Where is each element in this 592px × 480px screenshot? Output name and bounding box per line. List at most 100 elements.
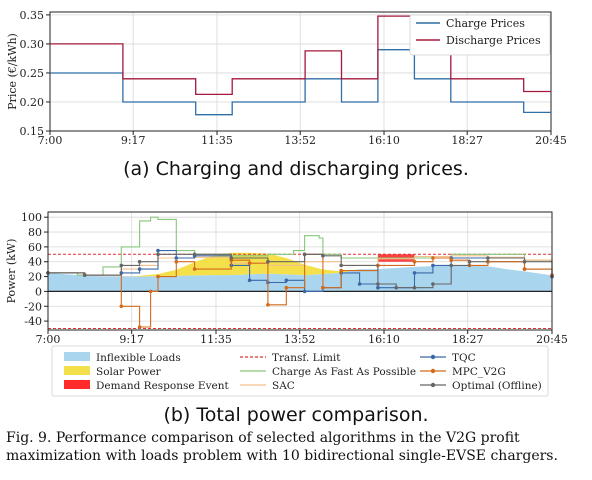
power-y-tick-label-6: 80: [28, 226, 42, 239]
power-legend-label-sac: SAC: [272, 380, 295, 392]
power-optimal-line-point-8: [302, 252, 307, 257]
power-optimal-line-point-7: [266, 259, 270, 264]
power-y-tick-label-7: 100: [21, 211, 42, 224]
price-chart: 7:00 9:17 11:35 13:52 16:10 18:27 20:45 0.150.…: [6, 9, 567, 147]
power-mpc-line-point-21: [522, 267, 527, 271]
price-x-tick-label-6: 20:45: [535, 134, 567, 147]
power-mpc-line-point-3: [137, 325, 142, 329]
power-legend-label-fast: Charge As Fast As Possible: [272, 366, 416, 378]
power-optimal-line-point-1: [82, 273, 87, 277]
price-legend: Charge Prices Discharge Prices: [409, 14, 551, 56]
power-y-tick-label-2: 0: [35, 285, 42, 298]
price-y-tick-label-3: 0.30: [20, 38, 45, 51]
caption-a: (a) Charging and discharging prices.: [123, 158, 469, 180]
price-y-tick-label-2: 0.25: [20, 67, 45, 80]
power-solar-area: [132, 252, 360, 277]
power-chart: 7:00 9:17 11:35 13:52 16:10 18:27 20:45 -40 -20…: [5, 211, 568, 397]
power-mpc-line-point-7: [192, 267, 197, 271]
power-mpc-line-point-5: [156, 274, 160, 279]
power-mpc-line-point-16: [412, 259, 417, 264]
power-legend-label-inflexible: Inflexible Loads: [96, 352, 181, 364]
power-mpc-line-point-17: [431, 256, 435, 260]
power-y-ticks: -40 -20 020 40 60 80 100: [21, 211, 48, 328]
power-mpc-line-point-10: [266, 303, 270, 307]
power-mpc-line-point-11: [284, 285, 289, 290]
power-y-tick-label-0: -40: [24, 315, 42, 328]
price-series-discharge-line: [50, 15, 551, 96]
power-mpc-line-point-4: [148, 289, 153, 294]
price-x-tick-label-4: 16:10: [368, 134, 400, 147]
power-x-tick-label-1: 9:17: [119, 333, 144, 346]
price-x-tick-label-5: 18:27: [451, 134, 483, 147]
power-optimal-line-point-4: [156, 252, 160, 257]
power-legend-label-optimal: Optimal (Offline): [452, 380, 542, 392]
power-y-axis-label: Power (kW): [5, 239, 18, 304]
price-legend-label-0: Charge Prices: [446, 17, 525, 30]
power-optimal-line-point-12: [394, 285, 399, 290]
power-series-group: [46, 216, 554, 330]
power-legend-marker-mpc: [430, 368, 436, 374]
power-x-tick-label-4: 16:10: [368, 333, 400, 346]
power-x-tick-label-3: 13:52: [284, 333, 316, 346]
power-mpc-line-point-9: [247, 261, 252, 266]
price-legend-box: [409, 14, 551, 56]
power-tqc-line-point-17: [431, 263, 435, 268]
figure-caption: Fig. 9. Performance comparison of select…: [6, 429, 586, 465]
price-x-tick-label-0: 7:00: [38, 134, 63, 147]
power-mpc-line-point-14: [339, 268, 344, 273]
price-series-charge-line: [50, 49, 551, 116]
power-tqc-line-point-14: [357, 282, 362, 286]
power-tqc-line-point-16: [412, 271, 417, 275]
power-mpc-line-point-18: [449, 258, 454, 263]
power-legend: Inflexible Loads Solar Power Demand Respon…: [51, 345, 549, 397]
power-legend-swatch-solar: [64, 366, 90, 375]
power-optimal-line-point-9: [321, 254, 325, 258]
power-legend-swatch-inflexible: [64, 352, 90, 361]
price-x-tick-label-3: 13:52: [284, 134, 316, 147]
power-optimal-line-point-2: [119, 263, 124, 268]
power-y-tick-label-1: -20: [24, 300, 42, 313]
power-legend-swatch-dr_event: [64, 380, 90, 389]
power-optimal-line-point-18: [522, 259, 527, 264]
price-x-tick-label-1: 9:17: [121, 134, 146, 147]
price-x-tick-label-2: 11:35: [201, 134, 233, 147]
power-tqc-line-point-8: [247, 278, 252, 283]
figure-caption-line-2: maximization with loads problem with 10 …: [6, 448, 558, 464]
power-optimal-line-point-3: [137, 259, 142, 264]
power-legend-label-transf_limit: Transf. Limit: [272, 352, 341, 364]
power-legend-label-tqc: TQC: [452, 352, 476, 364]
power-mpc-line-point-13: [321, 285, 325, 290]
power-optimal-line-point-15: [449, 263, 454, 268]
power-inflexible-loads-area: [48, 265, 552, 292]
power-optimal-line-point-10: [339, 263, 344, 268]
power-x-tick-label-2: 11:35: [200, 333, 232, 346]
power-optimal-line-point-14: [431, 282, 435, 286]
power-optimal-line-point-16: [467, 259, 472, 264]
power-mpc-line-point-2: [119, 304, 124, 309]
power-legend-marker-tqc: [430, 354, 436, 360]
power-tqc-line-point-5: [174, 256, 179, 260]
caption-b: (b) Total power comparison.: [163, 404, 429, 426]
power-y-tick-label-4: 40: [28, 256, 42, 269]
power-x-tick-label-6: 20:45: [536, 333, 568, 346]
power-tqc-line-point-3: [137, 267, 142, 271]
power-x-ticks: 7:00 9:17 11:35 13:52 16:10 18:27 20:45: [36, 330, 568, 346]
power-legend-box: [51, 345, 549, 397]
power-optimal-line-point-13: [412, 285, 417, 290]
price-y-axis-label: Price (€/kWh): [6, 33, 19, 110]
power-legend-label-mpc: MPC_V2G: [452, 366, 506, 378]
power-tqc-line-point-15: [376, 285, 380, 290]
power-tqc-line-point-4: [156, 248, 160, 253]
price-legend-label-1: Discharge Prices: [446, 34, 541, 47]
power-legend-marker-optimal: [430, 382, 436, 388]
price-y-ticks: 0.15 0.20 0.25 0.30 0.35: [20, 9, 50, 138]
figure-caption-line-1: Fig. 9. Performance comparison of select…: [6, 430, 520, 446]
power-y-tick-label-3: 20: [28, 271, 42, 284]
power-x-tick-label-0: 7:00: [36, 333, 61, 346]
power-optimal-line-point-11: [376, 282, 380, 286]
price-x-ticks: 7:00 9:17 11:35 13:52 16:10 18:27 20:45: [38, 131, 567, 147]
power-optimal-line-point-6: [229, 256, 234, 260]
price-y-tick-label-4: 0.35: [20, 9, 45, 22]
power-optimal-line-point-5: [192, 252, 197, 257]
